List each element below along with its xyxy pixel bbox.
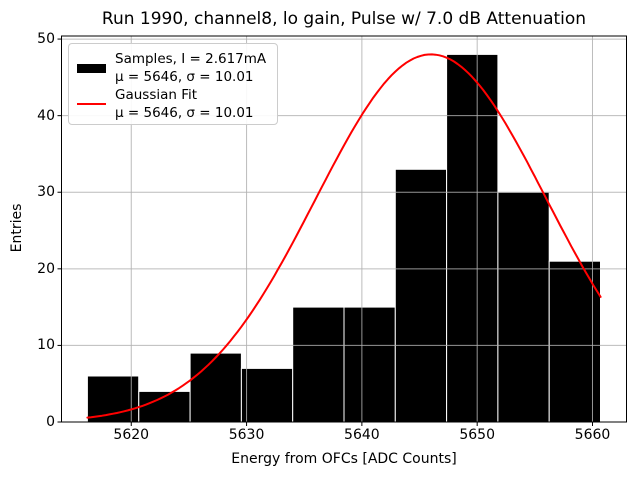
y-tick-label: 0 xyxy=(46,414,55,430)
x-tick-label: 5630 xyxy=(228,427,265,443)
gaussian-fit-curve xyxy=(86,53,602,419)
legend-samples-text: Samples, I = 2.617mA μ = 5646, σ = 10.01 xyxy=(115,50,266,86)
histogram-bar xyxy=(343,306,396,423)
x-tick-label: 5660 xyxy=(574,427,611,443)
legend-entry-samples: Samples, I = 2.617mA μ = 5646, σ = 10.01 xyxy=(77,50,269,86)
legend-samples-label: Samples, I = 2.617mA xyxy=(115,51,267,67)
legend-swatch-column xyxy=(77,103,115,105)
chart-title: Run 1990, channel8, lo gain, Pulse w/ 7.… xyxy=(101,9,587,29)
histogram-bar xyxy=(394,168,448,423)
legend-fit-stats: μ = 5646, σ = 10.01 xyxy=(115,105,254,121)
histogram-bar xyxy=(292,306,345,423)
legend-entry-gaussian-fit: Gaussian Fit μ = 5646, σ = 10.01 xyxy=(77,86,269,122)
x-tick-label: 5650 xyxy=(459,427,495,443)
histogram-bar xyxy=(446,53,499,423)
legend: Samples, I = 2.617mA μ = 5646, σ = 10.01… xyxy=(68,43,278,125)
y-tick-label: 50 xyxy=(37,31,55,48)
x-tick-label: 5620 xyxy=(113,427,150,443)
histogram-swatch-icon xyxy=(77,63,106,73)
legend-fit-label: Gaussian Fit xyxy=(115,87,198,103)
y-tick-label: 10 xyxy=(37,337,55,354)
y-axis-label: Entries xyxy=(9,203,25,253)
fit-line-swatch-icon xyxy=(77,103,106,105)
histogram-bar xyxy=(497,191,550,423)
x-axis-label: Energy from OFCs [ADC Counts] xyxy=(231,451,457,467)
legend-swatch-column xyxy=(77,63,115,73)
histogram-bar xyxy=(548,260,602,423)
axes-frame xyxy=(61,35,627,423)
histogram-bar xyxy=(189,352,242,423)
y-tick-label: 40 xyxy=(37,107,55,124)
y-tick-label: 20 xyxy=(37,260,55,277)
legend-fit-text: Gaussian Fit μ = 5646, σ = 10.01 xyxy=(115,86,254,122)
y-tick-label: 30 xyxy=(37,184,55,201)
legend-samples-stats: μ = 5646, σ = 10.01 xyxy=(115,69,254,85)
histogram-bar xyxy=(240,367,294,423)
x-tick-label: 5640 xyxy=(344,427,380,443)
